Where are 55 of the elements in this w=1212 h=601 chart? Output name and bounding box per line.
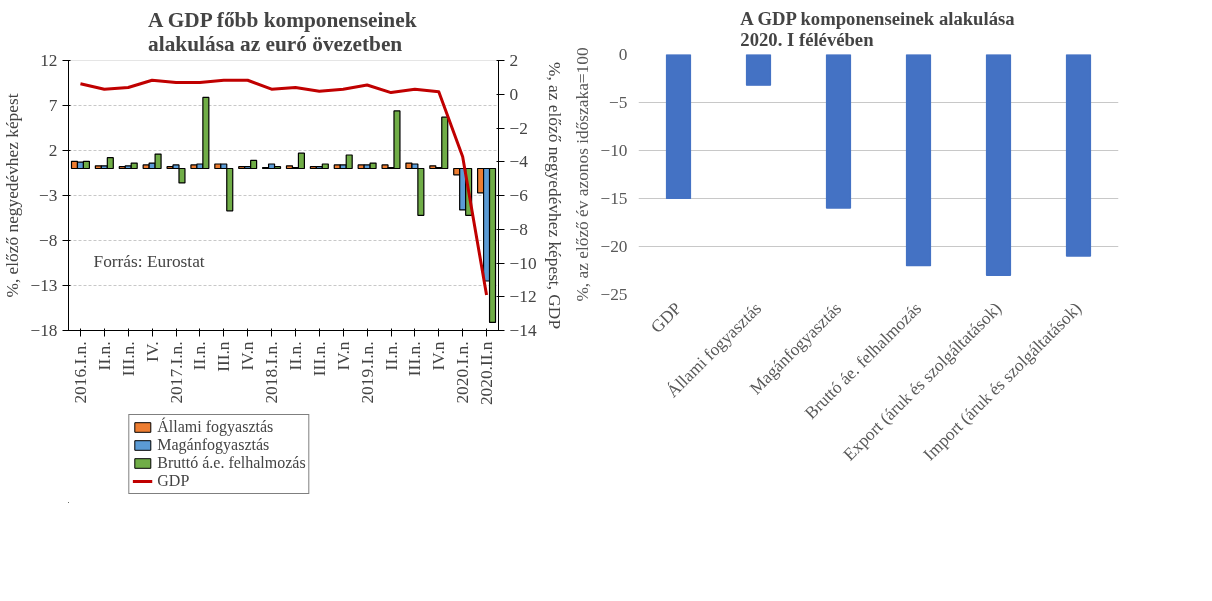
y-tick-label: −3 xyxy=(39,186,58,205)
y2-tick-label: −12 xyxy=(509,287,537,307)
y-tick-label: 12 xyxy=(40,51,58,70)
x-tick-label: 2018.I.n. xyxy=(262,341,282,404)
y-tick-label: −13 xyxy=(30,276,58,295)
y-tick-label: 7 xyxy=(48,96,58,115)
y-axis-title: %, előző negyedévhez képest xyxy=(3,93,23,298)
y2-tick-label: 0 xyxy=(509,84,519,104)
y2-tick-label: −4 xyxy=(509,152,529,172)
annotation: Forrás: Eurostat xyxy=(93,251,205,271)
x-tick-label: III.n. xyxy=(118,341,138,377)
y-tick-label: 2 xyxy=(48,141,58,160)
chart-title: A GDP komponenseinek alakulása 2020. I félévében xyxy=(740,7,1016,50)
y-axis-title: %, az előző év azonos időszaka=100 xyxy=(573,47,593,302)
y2-tick-label: −10 xyxy=(509,253,537,273)
x-tick-label: III.n xyxy=(214,341,234,372)
x-tick-label: IV.n xyxy=(238,341,258,371)
y-tick-label: −18 xyxy=(30,321,58,340)
x-tick-label: 2016.I.n. xyxy=(70,341,90,404)
y2-tick-label: −2 xyxy=(509,118,528,138)
legend-label: GDP xyxy=(157,472,190,490)
x-tick-label: II.n. xyxy=(285,341,305,371)
chart-title: A GDP főbb komponenseinek alakulása az euró övezetben xyxy=(148,7,417,56)
x-tick-label: IV.n xyxy=(333,341,353,371)
x-tick-label: 2020.I.n. xyxy=(453,341,473,404)
y2-tick-label: 2 xyxy=(509,51,519,70)
x-tick-label: III.n. xyxy=(309,341,329,377)
x-tick-label: IV.n xyxy=(429,341,449,371)
x-tick-label: II.n. xyxy=(190,341,210,371)
bar xyxy=(285,165,294,170)
y2-tick-label: −14 xyxy=(509,321,537,340)
y2-axis-title: %, az előző negyedévhez képest, GDP xyxy=(544,61,564,330)
y-tick-label: −15 xyxy=(600,189,628,208)
y-tick-label: −20 xyxy=(600,237,628,256)
x-tick-label: III.n. xyxy=(405,341,425,377)
y2-tick-label: −6 xyxy=(509,186,529,205)
x-tick-label: II.n. xyxy=(381,341,401,371)
y-tick-label: 0 xyxy=(618,45,628,64)
legend-label: Állami fogyasztás xyxy=(157,418,274,436)
y2-tick-label: −8 xyxy=(509,219,528,239)
x-tick-label: II.n. xyxy=(94,341,114,371)
legend-label: Bruttó á.e. felhalmozás xyxy=(157,454,306,472)
line-series xyxy=(78,78,489,297)
y-tick-label: −10 xyxy=(600,141,628,160)
x-tick-label: IV. xyxy=(142,341,162,362)
y-tick-label: −5 xyxy=(609,93,628,112)
bar xyxy=(381,164,389,170)
x-tick-label: 2017.I.n. xyxy=(166,341,186,404)
legend-label: Magánfogyasztás xyxy=(157,436,270,454)
y-tick-label: −25 xyxy=(600,285,628,304)
x-tick-label: 2019.I.n. xyxy=(357,341,377,404)
x-tick-label: 2020.II.n xyxy=(477,341,497,406)
bar xyxy=(429,165,437,170)
y-tick-label: −8 xyxy=(39,231,58,250)
x-tick-label: GDP xyxy=(647,298,686,337)
